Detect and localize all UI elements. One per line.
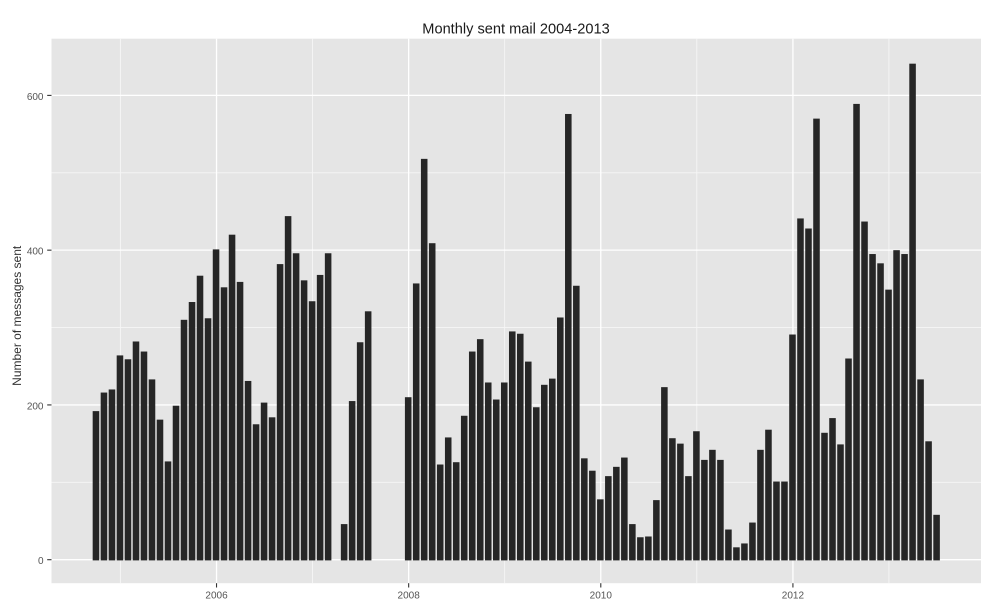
svg-text:400: 400: [27, 247, 44, 258]
svg-text:200: 200: [27, 401, 44, 412]
svg-text:Number of messages sent: Number of messages sent: [10, 245, 24, 386]
svg-text:2008: 2008: [398, 590, 421, 601]
svg-text:0: 0: [38, 556, 44, 567]
svg-text:Monthly sent mail 2004-2013: Monthly sent mail 2004-2013: [422, 22, 609, 38]
svg-text:2010: 2010: [590, 590, 613, 601]
svg-text:2006: 2006: [205, 590, 228, 601]
svg-text:600: 600: [27, 92, 44, 103]
svg-text:2012: 2012: [782, 590, 805, 601]
